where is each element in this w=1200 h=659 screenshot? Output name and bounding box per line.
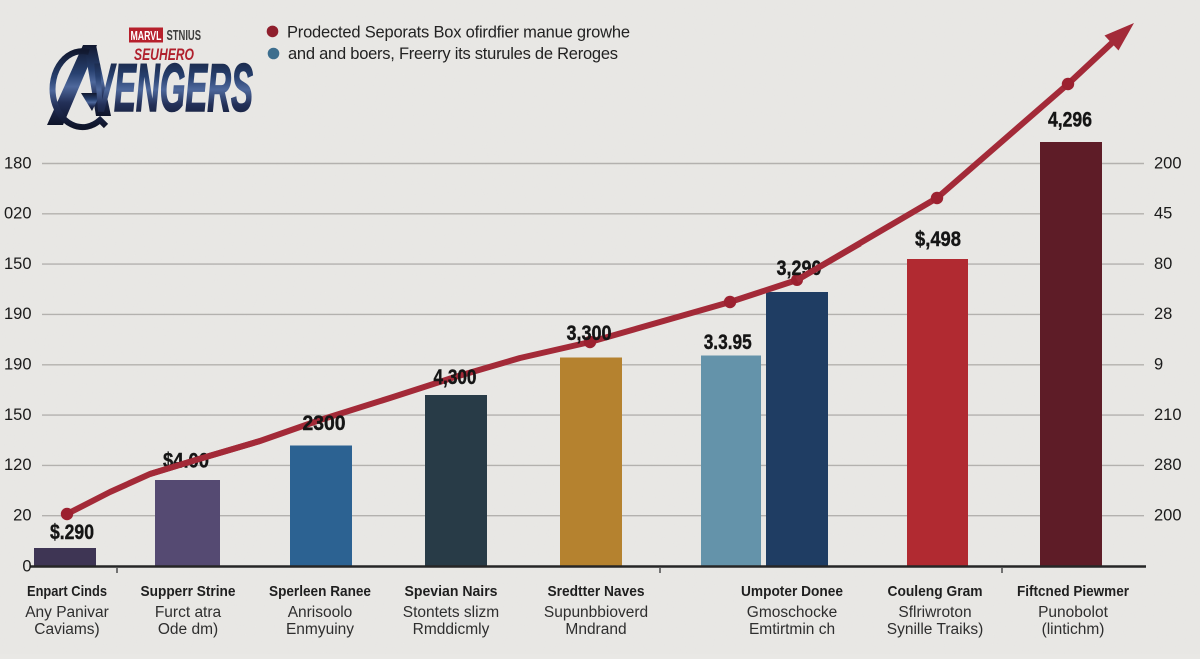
svg-text:Stontets slizm: Stontets slizm	[403, 604, 499, 621]
svg-text:Supunbbioverd: Supunbbioverd	[544, 604, 648, 621]
svg-text:150: 150	[4, 255, 32, 273]
svg-text:28: 28	[1154, 305, 1172, 323]
svg-text:Fiftcned Piewmer: Fiftcned Piewmer	[1017, 584, 1129, 600]
svg-text:Enmyuiny: Enmyuiny	[286, 621, 354, 638]
svg-text:Any Panivar: Any Panivar	[25, 604, 109, 621]
svg-text:200: 200	[1154, 154, 1182, 172]
svg-text:180: 180	[4, 154, 32, 172]
svg-text:Couleng Gram: Couleng Gram	[888, 584, 983, 600]
svg-text:Spevian Nairs: Spevian Nairs	[405, 584, 498, 600]
svg-text:020: 020	[4, 205, 32, 223]
svg-text:190: 190	[4, 305, 32, 323]
svg-text:Sperleen Ranee: Sperleen Ranee	[269, 584, 371, 600]
svg-text:Punobolot: Punobolot	[1038, 604, 1109, 621]
svg-text:20: 20	[13, 507, 31, 525]
svg-text:150: 150	[4, 406, 32, 424]
svg-text:Caviams): Caviams)	[34, 621, 99, 638]
svg-text:STNIUS: STNIUS	[167, 27, 202, 44]
svg-text:Synille Traiks): Synille Traiks)	[887, 621, 983, 638]
svg-text:and and boers, Freerry its stu: and and boers, Freerry its sturules de R…	[288, 45, 618, 63]
svg-text:(lintichm): (lintichm)	[1042, 621, 1105, 638]
svg-text:280: 280	[1154, 456, 1182, 474]
svg-text:MARVL: MARVL	[131, 28, 162, 43]
svg-text:210: 210	[1154, 406, 1182, 424]
svg-text:4,296: 4,296	[1048, 109, 1092, 132]
svg-text:Umpoter Donee: Umpoter Donee	[741, 584, 843, 600]
svg-text:Sredtter Naves: Sredtter Naves	[548, 584, 645, 600]
svg-text:Enpart Cinds: Enpart Cinds	[27, 584, 107, 600]
svg-text:Anrisoolo: Anrisoolo	[288, 604, 353, 621]
svg-text:Emtirtmin ch: Emtirtmin ch	[749, 621, 835, 638]
svg-text:45: 45	[1154, 205, 1172, 223]
svg-text:80: 80	[1154, 255, 1172, 273]
svg-text:120: 120	[4, 456, 32, 474]
svg-text:3.3.95: 3.3.95	[704, 331, 752, 354]
svg-text:Prodected Seporats Box ofirdfi: Prodected Seporats Box ofirdfier manue g…	[287, 24, 630, 42]
svg-text:Furct atra: Furct atra	[155, 604, 222, 621]
svg-text:VENGERS: VENGERS	[92, 50, 253, 126]
svg-text:0: 0	[22, 558, 31, 576]
svg-text:9: 9	[1154, 356, 1163, 374]
svg-text:200: 200	[1154, 507, 1182, 525]
svg-text:Ode dm): Ode dm)	[158, 621, 218, 638]
svg-text:2300: 2300	[303, 412, 346, 435]
svg-text:Supperr Strine: Supperr Strine	[141, 584, 236, 600]
svg-text:4,300: 4,300	[434, 366, 477, 389]
svg-text:Gmoschocke: Gmoschocke	[747, 604, 837, 621]
svg-text:$.290: $.290	[50, 521, 94, 544]
svg-text:Mndrand: Mndrand	[565, 621, 626, 638]
svg-text:190: 190	[4, 356, 32, 374]
svg-text:$,498: $,498	[915, 228, 961, 251]
svg-text:Rmddicmly: Rmddicmly	[413, 621, 490, 638]
svg-text:3,300: 3,300	[567, 322, 612, 345]
svg-text:Sflriwroton: Sflriwroton	[898, 604, 971, 621]
svg-text:SEUHERO: SEUHERO	[134, 46, 194, 64]
